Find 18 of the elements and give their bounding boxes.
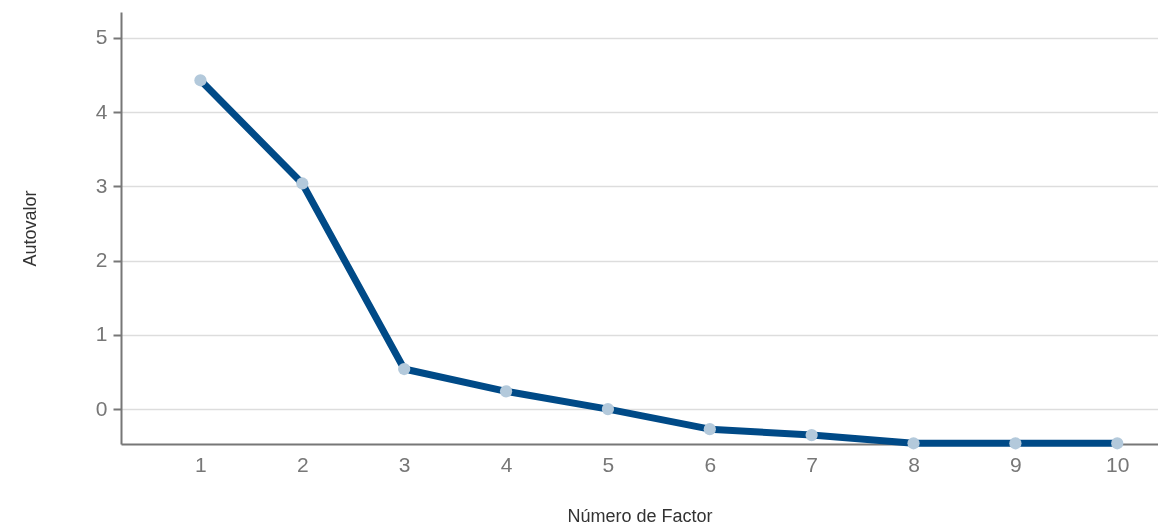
- y-tick-label: 4: [95, 99, 108, 123]
- x-tick-label: 6: [704, 452, 717, 476]
- x-tick-label: 3: [398, 452, 411, 476]
- x-tick-label: 10: [1106, 452, 1130, 476]
- y-tick-label: 2: [95, 248, 108, 272]
- x-axis-title: Número de Factor: [567, 505, 713, 523]
- y-tick-label: 0: [95, 396, 108, 420]
- x-tick-label: 1: [195, 452, 207, 476]
- y-axis-title: Autovalor: [19, 190, 40, 267]
- y-tick-label: 5: [95, 25, 108, 49]
- x-tick-label: 9: [1010, 452, 1022, 476]
- x-tick-label: 2: [296, 452, 309, 476]
- x-tick-label: 8: [908, 452, 920, 476]
- y-tick-label: 3: [95, 173, 108, 197]
- x-tick-label: 5: [602, 452, 615, 476]
- x-tick-label: 7: [806, 452, 818, 476]
- x-tick-label: 4: [500, 452, 513, 476]
- y-tick-label: 1: [95, 322, 108, 346]
